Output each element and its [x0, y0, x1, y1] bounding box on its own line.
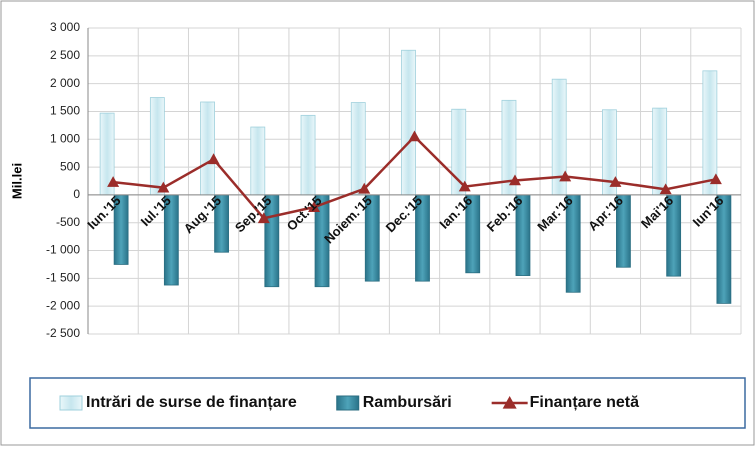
legend-label: Intrări de surse de finanțare	[86, 394, 297, 411]
marker	[609, 176, 622, 187]
marker	[308, 201, 321, 212]
bar	[250, 126, 266, 196]
y-tick-label: -2 000	[46, 298, 80, 312]
marker	[709, 173, 722, 185]
y-axis-title: Mil.lei	[9, 163, 24, 199]
marker	[257, 212, 270, 224]
y-tick-label: 0	[73, 187, 80, 201]
y-tick-label: 2 500	[50, 48, 80, 62]
y-tick-label: 3 000	[50, 20, 80, 34]
bar	[200, 101, 215, 196]
bar	[652, 107, 668, 196]
legend-marker	[502, 396, 517, 409]
marker	[458, 180, 471, 192]
bar	[401, 49, 416, 196]
legend-label: Rambursări	[363, 394, 452, 411]
bar	[300, 114, 316, 196]
legend-box	[29, 377, 746, 429]
legend-label: Finanțare netă	[530, 394, 639, 411]
y-tick-label: -1 500	[46, 271, 80, 285]
y-tick-label: -500	[56, 215, 80, 229]
bar	[149, 97, 165, 196]
marker	[508, 174, 521, 186]
legend-swatch	[59, 395, 83, 411]
legend-swatch	[336, 395, 360, 411]
y-tick-label: 2 000	[50, 76, 80, 90]
marker	[107, 176, 120, 187]
bar	[716, 194, 732, 304]
y-tick-label: -2 500	[46, 326, 80, 340]
marker	[559, 170, 572, 182]
y-tick-label: 1 500	[50, 104, 80, 118]
y-tick-label: 1 000	[50, 131, 80, 145]
marker	[207, 153, 220, 165]
bar	[350, 102, 366, 196]
marker	[358, 182, 371, 194]
y-tick-label: 500	[60, 159, 80, 173]
marker	[659, 183, 672, 195]
marker	[408, 130, 421, 142]
marker	[157, 181, 170, 193]
y-tick-label: -1 000	[46, 243, 80, 257]
